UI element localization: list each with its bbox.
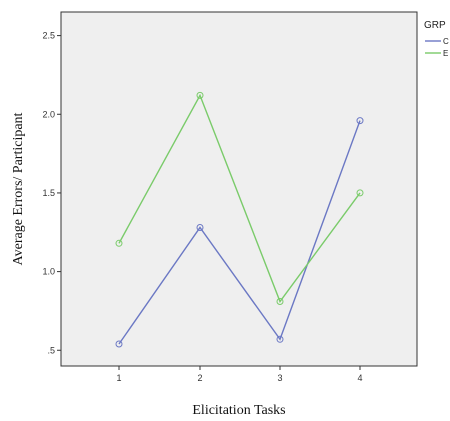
data-point-c [276, 335, 284, 343]
y-tick-label: 2.5 [42, 31, 55, 41]
series-line-c [118, 120, 361, 345]
x-tick-label: 1 [116, 373, 121, 383]
legend-title: GRP [424, 20, 446, 31]
data-point-c [196, 224, 204, 231]
data-point-c [356, 117, 364, 125]
x-tick-label: 3 [277, 373, 282, 383]
data-point-e [115, 239, 123, 247]
series-line-e [118, 93, 361, 303]
x-axis-title: Elicitation Tasks [192, 403, 285, 418]
y-tick-label: 1.0 [42, 267, 55, 277]
legend-label-e: E [443, 49, 448, 58]
y-tick-label: .5 [47, 345, 55, 355]
data-point-e [276, 298, 284, 305]
y-axis-title: Average Errors/ Participant [11, 112, 26, 265]
x-axis: 1 2 3 4 [116, 366, 363, 383]
x-tick-label: 2 [197, 373, 202, 383]
series-layer [115, 91, 364, 348]
data-point-e [196, 91, 204, 99]
x-tick-label: 4 [357, 373, 362, 383]
data-point-c [115, 340, 123, 348]
y-tick-label: 2.0 [42, 109, 55, 119]
legend-label-c: C [443, 37, 449, 46]
plot-area [60, 11, 418, 367]
y-tick-label: 1.5 [42, 188, 55, 198]
y-axis: .5 1.0 1.5 2.0 2.5 [42, 31, 61, 355]
legend: GRP CE [424, 20, 449, 58]
data-point-e [356, 189, 364, 197]
